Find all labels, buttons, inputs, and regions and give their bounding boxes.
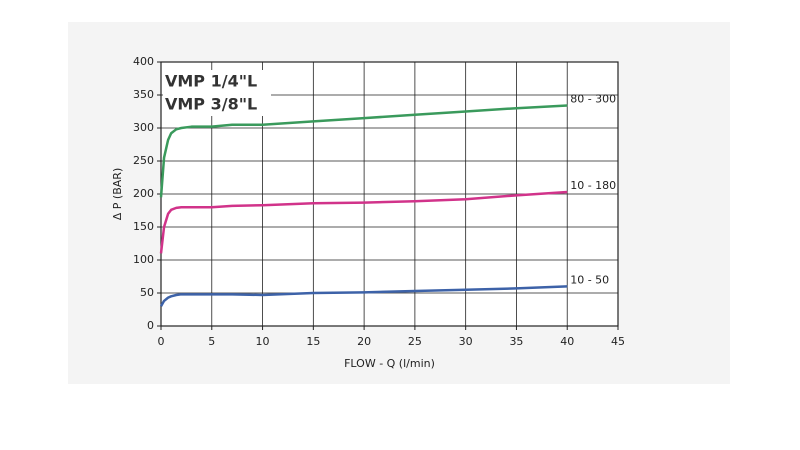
x-tick-label: 0 xyxy=(158,335,165,348)
x-tick-label: 40 xyxy=(560,335,574,348)
series-line xyxy=(159,285,568,307)
y-tick-label: 200 xyxy=(133,187,154,200)
x-tick-label: 30 xyxy=(459,335,473,348)
y-tick-label: 150 xyxy=(133,220,154,233)
x-tick-label: 5 xyxy=(208,335,215,348)
series-line xyxy=(159,190,568,254)
y-tick-label: 100 xyxy=(133,253,154,266)
series-label: 80 - 300 xyxy=(570,93,616,106)
x-tick-label: 15 xyxy=(306,335,320,348)
series-label: 10 - 180 xyxy=(570,179,616,192)
title-box xyxy=(163,70,271,116)
y-tick-label: 350 xyxy=(133,88,154,101)
x-tick-label: 45 xyxy=(611,335,625,348)
y-axis-label: Δ P (BAR) xyxy=(111,168,124,220)
y-tick-label: 50 xyxy=(140,286,154,299)
x-tick-label: 35 xyxy=(509,335,523,348)
y-tick-label: 400 xyxy=(133,55,154,68)
x-tick-label: 25 xyxy=(408,335,422,348)
chart-title: VMP 3/8"L xyxy=(165,95,257,114)
series-line xyxy=(159,104,568,198)
y-tick-label: 0 xyxy=(147,319,154,332)
x-axis-label: FLOW - Q (l/min) xyxy=(344,357,435,370)
y-tick-label: 300 xyxy=(133,121,154,134)
x-tick-label: 20 xyxy=(357,335,371,348)
series-label: 10 - 50 xyxy=(570,273,609,286)
chart-title: VMP 1/4"L xyxy=(165,72,257,91)
x-tick-label: 10 xyxy=(256,335,270,348)
y-tick-label: 250 xyxy=(133,154,154,167)
